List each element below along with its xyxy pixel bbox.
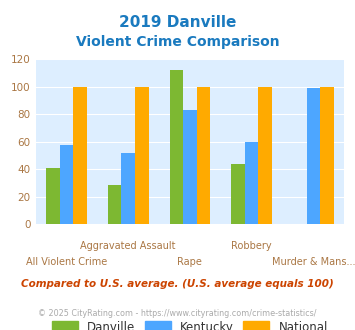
Text: All Violent Crime: All Violent Crime — [26, 257, 107, 267]
Text: Compared to U.S. average. (U.S. average equals 100): Compared to U.S. average. (U.S. average … — [21, 279, 334, 289]
Bar — [183, 110, 197, 224]
Text: © 2025 CityRating.com - https://www.cityrating.com/crime-statistics/: © 2025 CityRating.com - https://www.city… — [38, 309, 317, 317]
Bar — [108, 184, 121, 224]
Text: Violent Crime Comparison: Violent Crime Comparison — [76, 35, 279, 49]
Bar — [307, 88, 320, 224]
Bar — [60, 145, 73, 224]
Bar — [135, 87, 148, 224]
Bar — [258, 87, 272, 224]
Bar — [121, 153, 135, 224]
Bar — [197, 87, 210, 224]
Legend: Danville, Kentucky, National: Danville, Kentucky, National — [47, 316, 333, 330]
Bar — [73, 87, 87, 224]
Text: Murder & Mans...: Murder & Mans... — [272, 257, 355, 267]
Bar — [46, 168, 60, 224]
Text: 2019 Danville: 2019 Danville — [119, 15, 236, 30]
Text: Robbery: Robbery — [231, 241, 272, 251]
Text: Rape: Rape — [178, 257, 202, 267]
Bar — [320, 87, 334, 224]
Bar — [170, 70, 183, 224]
Bar — [231, 164, 245, 224]
Text: Aggravated Assault: Aggravated Assault — [80, 241, 176, 251]
Bar — [245, 142, 258, 224]
